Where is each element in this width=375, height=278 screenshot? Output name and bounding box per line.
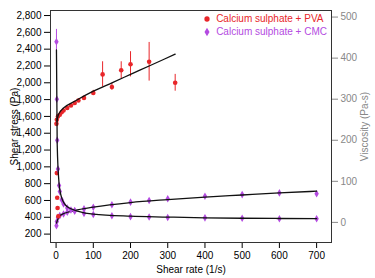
- svg-text:200: 200: [25, 228, 42, 239]
- svg-text:2,400: 2,400: [16, 43, 41, 54]
- svg-text:400: 400: [25, 211, 42, 222]
- svg-text:2,800: 2,800: [16, 10, 41, 21]
- svg-text:Shear stress (Pa): Shear stress (Pa): [9, 88, 20, 166]
- svg-text:800: 800: [25, 178, 42, 189]
- svg-text:100: 100: [85, 250, 102, 261]
- svg-text:300: 300: [159, 250, 176, 261]
- svg-text:2,600: 2,600: [16, 27, 41, 38]
- svg-text:500: 500: [341, 11, 358, 22]
- svg-text:400: 400: [341, 52, 358, 63]
- svg-text:300: 300: [341, 93, 358, 104]
- html-text:Calcium sulphate + CMC: Calcium sulphate + CMC: [216, 26, 327, 37]
- svg-text:200: 200: [341, 134, 358, 145]
- svg-text:600: 600: [25, 195, 42, 206]
- svg-text:1,200: 1,200: [16, 144, 41, 155]
- svg-text:100: 100: [341, 176, 358, 187]
- svg-text:Viscosity (Pa-s): Viscosity (Pa-s): [359, 92, 370, 161]
- svg-text:2,000: 2,000: [16, 77, 41, 88]
- svg-text:200: 200: [122, 250, 139, 261]
- svg-text:600: 600: [271, 250, 288, 261]
- svg-text:Shear rate (1/s): Shear rate (1/s): [156, 264, 225, 275]
- svg-text:1,000: 1,000: [16, 161, 41, 172]
- svg-text:1,800: 1,800: [16, 94, 41, 105]
- svg-text:0: 0: [53, 250, 59, 261]
- svg-text:0: 0: [341, 217, 347, 228]
- svg-text:1,400: 1,400: [16, 127, 41, 138]
- svg-text:1,600: 1,600: [16, 111, 41, 122]
- html-text:Calcium sulphate + PVA: Calcium sulphate + PVA: [216, 13, 324, 24]
- svg-text:700: 700: [308, 250, 325, 261]
- svg-text:2,200: 2,200: [16, 60, 41, 71]
- svg-text:500: 500: [234, 250, 251, 261]
- svg-text:400: 400: [197, 250, 214, 261]
